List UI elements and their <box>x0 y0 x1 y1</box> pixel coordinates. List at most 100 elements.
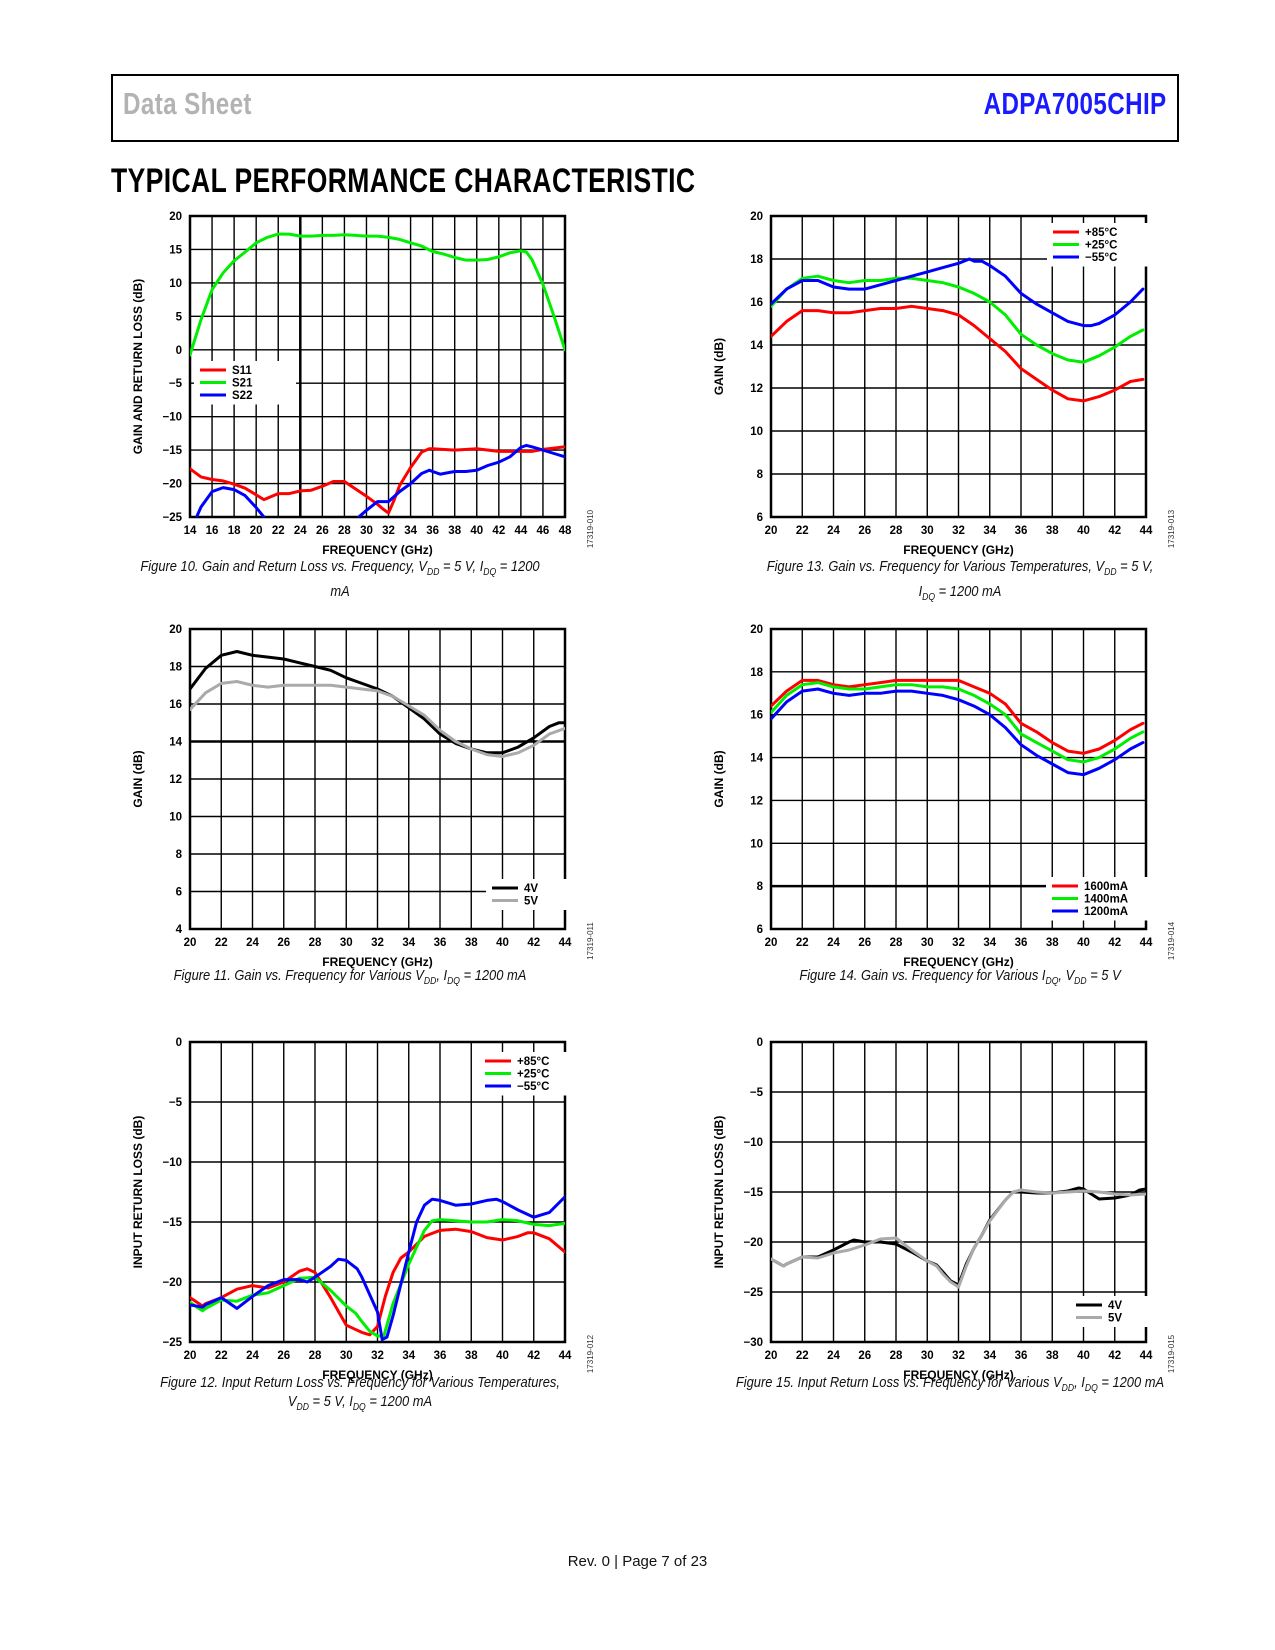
x-tick-label: 24 <box>827 937 840 949</box>
series-line-s21 <box>190 232 565 357</box>
doc-type-label: Data Sheet <box>123 86 252 121</box>
y-tick-label: 20 <box>169 211 182 223</box>
x-tick-label: 28 <box>890 525 903 537</box>
x-tick-label: 14 <box>184 525 197 537</box>
y-axis-label: GAIN (dB) <box>712 750 726 807</box>
x-tick-label: 30 <box>340 1350 353 1362</box>
x-tick-label: 42 <box>492 525 505 537</box>
x-tick-label: 26 <box>277 937 290 949</box>
x-tick-label: 26 <box>316 525 329 537</box>
x-tick-label: 38 <box>448 525 461 537</box>
y-axis-label: GAIN (dB) <box>712 338 726 395</box>
x-tick-label: 44 <box>1140 1350 1153 1362</box>
y-axis-label: GAIN (dB) <box>131 750 145 807</box>
x-tick-label: 36 <box>1015 525 1028 537</box>
chart-fig12: 20 22 24 26 28 30 32 34 36 38 40 42 44 −25 −20 −15 −10 −5… <box>131 1037 595 1382</box>
x-tick-label: 34 <box>983 525 996 537</box>
series-line-5v <box>190 680 565 758</box>
legend-label: −55°C <box>517 1081 549 1093</box>
y-tick-label: 0 <box>176 1037 182 1049</box>
x-tick-label: 20 <box>765 525 778 537</box>
y-tick-label: −10 <box>162 412 182 424</box>
figure-id: 17319-015 <box>1167 1334 1176 1373</box>
y-axis-label: INPUT RETURN LOSS (dB) <box>712 1116 726 1269</box>
y-tick-label: −20 <box>743 1237 763 1249</box>
y-tick-label: 20 <box>169 624 182 636</box>
x-tick-label: 44 <box>1140 525 1153 537</box>
series-line-1200ma <box>771 687 1145 777</box>
x-tick-label: 20 <box>765 1350 778 1362</box>
series-line-5v <box>771 1188 1146 1289</box>
chart-fig14: 20 22 24 26 28 30 32 34 36 38 40 42 44 6 8 10 12 14 16 18 20… <box>712 624 1176 969</box>
x-tick-label: 22 <box>796 525 809 537</box>
y-tick-label: 0 <box>757 1037 763 1049</box>
x-tick-label: 24 <box>827 1350 840 1362</box>
figure-id: 17319-014 <box>1167 921 1176 960</box>
y-tick-label: −10 <box>743 1137 763 1149</box>
legend-label: +85°C <box>1085 227 1117 239</box>
x-tick-label: 18 <box>228 525 241 537</box>
plot-frame <box>188 627 567 931</box>
y-tick-label: −5 <box>169 378 183 390</box>
y-tick-label: 14 <box>169 737 182 749</box>
series-line-1600ma <box>771 678 1145 755</box>
x-tick-label: 42 <box>527 937 540 949</box>
x-tick-label: 28 <box>338 525 351 537</box>
y-tick-label: 12 <box>750 383 763 395</box>
x-tick-label: 26 <box>858 1350 871 1362</box>
legend-label: S21 <box>232 378 253 390</box>
x-axis-label: FREQUENCY (GHz) <box>903 543 1013 557</box>
legend-label: S22 <box>232 390 252 402</box>
y-tick-label: 18 <box>169 662 182 674</box>
x-tick-label: 30 <box>921 525 934 537</box>
series-line-85c <box>190 1227 565 1337</box>
y-axis-label: GAIN AND RETURN LOSS (dB) <box>131 279 145 455</box>
y-tick-label: 18 <box>750 254 763 266</box>
y-axis-label: INPUT RETURN LOSS (dB) <box>131 1116 145 1269</box>
x-tick-label: 36 <box>434 937 447 949</box>
y-tick-label: 20 <box>750 211 763 223</box>
series-line-55c <box>771 257 1145 328</box>
page-footer: Rev. 0 | Page 7 of 23 <box>567 1553 708 1570</box>
x-axis-label: FREQUENCY (GHz) <box>322 1368 432 1382</box>
x-tick-label: 34 <box>983 1350 996 1362</box>
caption-fig11: Figure 11. Gain vs. Frequency for Variou… <box>173 967 527 987</box>
x-tick-label: 26 <box>277 1350 290 1362</box>
series-line-25c <box>190 1218 565 1338</box>
x-tick-label: 44 <box>559 937 572 949</box>
y-tick-label: −15 <box>162 1217 182 1229</box>
plot-frame <box>188 214 567 519</box>
legend-label: +25°C <box>1085 240 1117 252</box>
x-tick-label: 32 <box>952 525 965 537</box>
y-tick-label: 20 <box>750 624 763 636</box>
y-tick-label: 6 <box>176 887 182 899</box>
x-tick-label: 38 <box>1046 1350 1059 1362</box>
y-tick-label: 8 <box>757 881 764 893</box>
x-tick-label: 20 <box>250 525 263 537</box>
x-tick-label: 42 <box>1108 525 1121 537</box>
x-tick-label: 32 <box>952 1350 965 1362</box>
caption-fig10: Figure 10. Gain and Return Loss vs. Freq… <box>140 558 540 600</box>
x-tick-label: 26 <box>858 525 871 537</box>
x-tick-label: 22 <box>215 1350 228 1362</box>
y-tick-label: −25 <box>743 1287 763 1299</box>
legend-background <box>1070 1296 1162 1327</box>
legend: +85°C+25°C−55°C <box>479 1052 591 1096</box>
chart-fig10: 14 16 18 20 22 24 26 28 30 32 34 36 38 40 42 44 46 48 −25 −… <box>131 211 595 557</box>
y-tick-label: 14 <box>750 753 763 765</box>
series-line-s11 <box>190 445 565 515</box>
caption-fig14: Figure 14. Gain vs. Frequency for Variou… <box>799 967 1121 987</box>
x-tick-label: 30 <box>360 525 373 537</box>
x-tick-label: 24 <box>246 937 259 949</box>
y-tick-label: −20 <box>162 1277 182 1289</box>
x-tick-label: 36 <box>1015 1350 1028 1362</box>
series-line-55c <box>190 1195 565 1342</box>
legend-label: 1600mA <box>1084 881 1128 893</box>
y-tick-label: 12 <box>750 795 763 807</box>
x-tick-label: 22 <box>215 937 228 949</box>
x-tick-label: 42 <box>1108 937 1121 949</box>
figure-id: 17319-012 <box>586 1334 595 1373</box>
